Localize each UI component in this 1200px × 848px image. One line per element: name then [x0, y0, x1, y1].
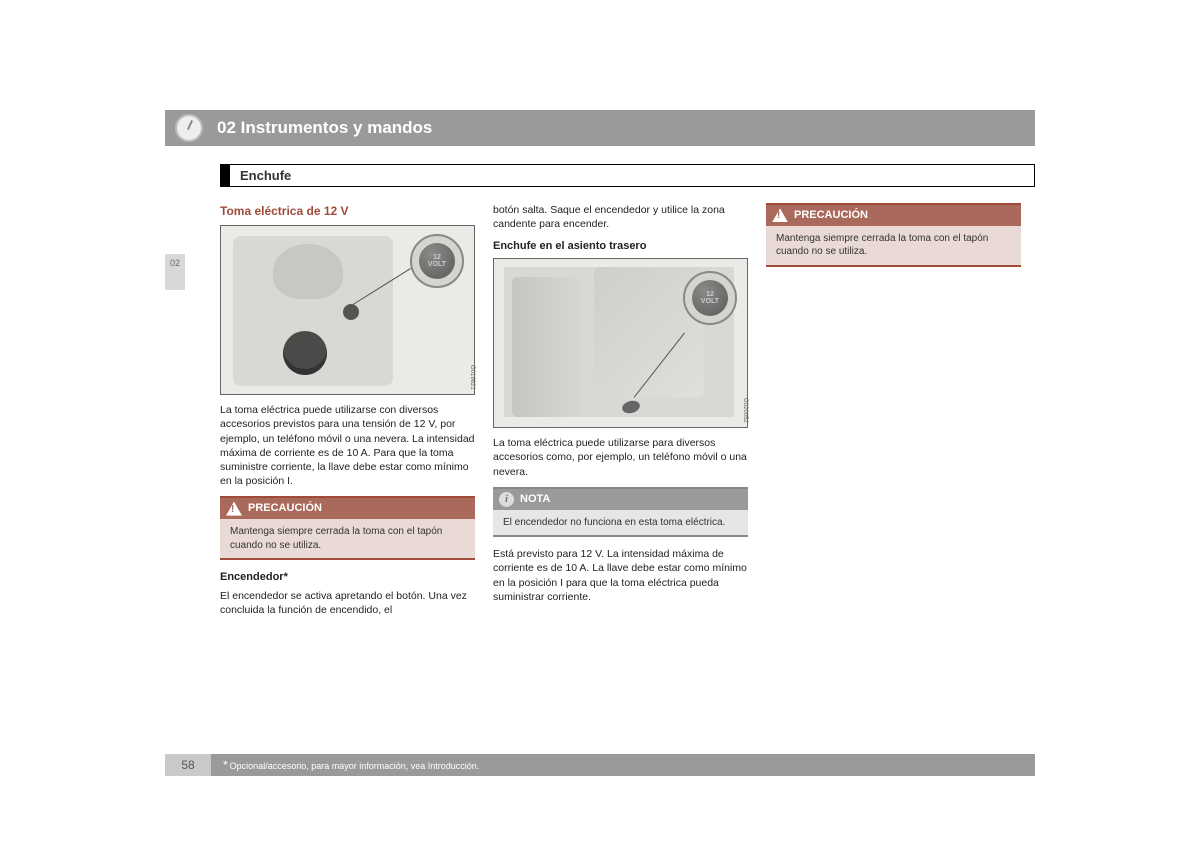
col2-top-text: botón salta. Saque el encendedor y utili… — [493, 203, 748, 231]
socket-label-volt-b: VOLT — [701, 298, 719, 305]
column-2: botón salta. Saque el encendedor y utili… — [493, 203, 748, 625]
col1-heading: Toma eléctrica de 12 V — [220, 203, 475, 219]
col2-heading: Enchufe en el asiento trasero — [493, 239, 748, 254]
warning-triangle-icon — [226, 502, 242, 516]
console-shape — [233, 236, 393, 386]
note-box: i NOTA El encendedor no funciona en esta… — [493, 487, 748, 538]
illustration-front-socket: 12 VOLT G019621 — [220, 225, 475, 395]
socket-marker — [343, 304, 359, 320]
socket-label-12: 12 — [433, 254, 441, 261]
note-header: i NOTA — [493, 489, 748, 510]
gauge-icon — [175, 114, 203, 142]
socket-knob-icon: 12 VOLT — [419, 243, 455, 279]
col1-sub2-text: El encendedor se activa apretando el bot… — [220, 589, 475, 617]
note-title: NOTA — [520, 492, 550, 507]
footer-note: *Opcional/accesorio, para mayor informac… — [223, 758, 479, 772]
caution-title-2: PRECAUCIÓN — [794, 208, 868, 223]
caution-header-2: PRECAUCIÓN — [766, 205, 1021, 226]
caution-body-2: Mantenga siempre cerrada la toma con el … — [766, 226, 1021, 265]
caution-title: PRECAUCIÓN — [248, 501, 322, 516]
seat-edge — [512, 277, 582, 417]
rear-socket-marker — [621, 399, 641, 415]
col2-last-text: Está previsto para 12 V. La intensidad m… — [493, 547, 748, 604]
gear-boot — [273, 244, 343, 299]
caution-box-2: PRECAUCIÓN Mantenga siempre cerrada la t… — [766, 203, 1021, 267]
col1-paragraph: La toma eléctrica puede utilizarse con d… — [220, 403, 475, 488]
caution-header: PRECAUCIÓN — [220, 498, 475, 519]
chapter-title: 02 Instrumentos y mandos — [217, 118, 432, 138]
illustration-code-2: G020052 — [741, 398, 749, 423]
cup-holder — [283, 331, 327, 375]
section-title: Enchufe — [240, 168, 291, 183]
chapter-header: 02 Instrumentos y mandos — [165, 110, 1035, 146]
socket-knob-icon-2: 12 VOLT — [692, 280, 728, 316]
column-1: Toma eléctrica de 12 V 12 VOLT G019621 L… — [220, 203, 475, 625]
callout-circle: 12 VOLT — [410, 234, 464, 288]
content-columns: Toma eléctrica de 12 V 12 VOLT G019621 L… — [220, 203, 1035, 625]
col2-paragraph: La toma eléctrica puede utilizarse para … — [493, 436, 748, 479]
note-body: El encendedor no funciona en esta toma e… — [493, 510, 748, 536]
footer-note-text: Opcional/accesorio, para mayor informaci… — [230, 761, 480, 771]
page-number: 58 — [165, 754, 211, 776]
page-content: 02 Instrumentos y mandos Enchufe Toma el… — [165, 110, 1035, 625]
footer-bar: 58 *Opcional/accesorio, para mayor infor… — [165, 754, 1035, 776]
callout-circle-2: 12 VOLT — [683, 271, 737, 325]
illustration-rear-socket: 12 VOLT G020052 — [493, 258, 748, 428]
socket-label-12-b: 12 — [706, 291, 714, 298]
illustration-code: G019621 — [468, 365, 476, 390]
caution-body: Mantenga siempre cerrada la toma con el … — [220, 519, 475, 558]
socket-label-volt: VOLT — [428, 261, 446, 268]
col1-sub2: Encendedor* — [220, 570, 475, 585]
column-3: PRECAUCIÓN Mantenga siempre cerrada la t… — [766, 203, 1021, 625]
warning-triangle-icon-2 — [772, 208, 788, 222]
caution-box-1: PRECAUCIÓN Mantenga siempre cerrada la t… — [220, 496, 475, 560]
section-header: Enchufe — [220, 164, 1035, 187]
info-icon: i — [499, 492, 514, 507]
footnote-star-icon: * — [223, 758, 228, 772]
